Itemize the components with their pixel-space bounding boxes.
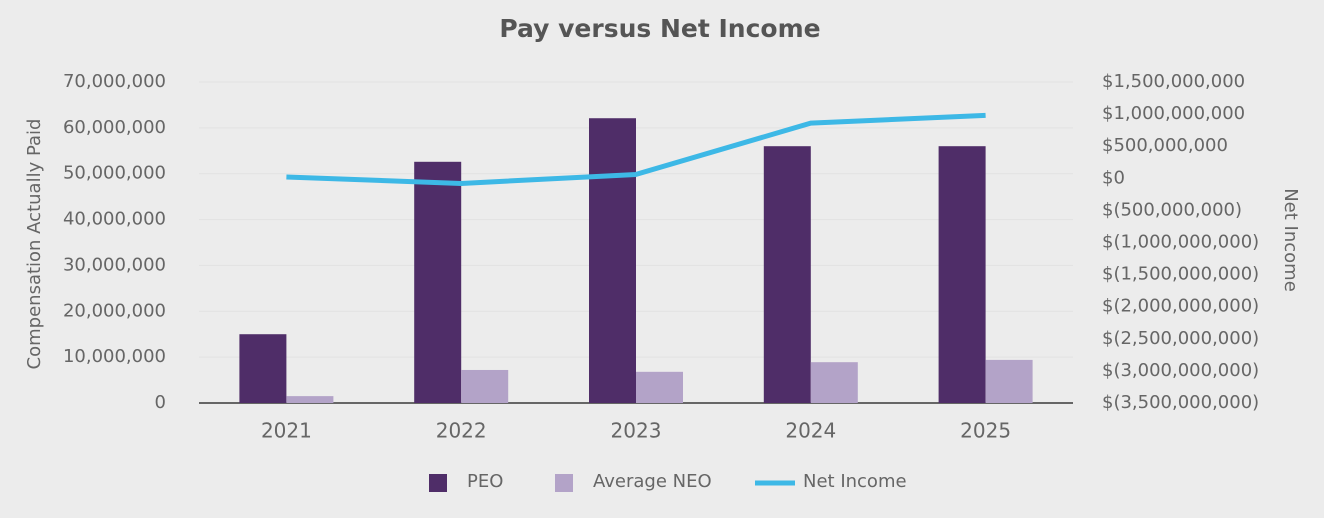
y-tick-label: 20,000,000 <box>63 300 166 321</box>
y2-tick-label: $(3,000,000,000) <box>1102 360 1259 381</box>
bar <box>810 362 858 403</box>
legend-label: Net Income <box>803 471 907 492</box>
bar <box>938 146 986 403</box>
y-axis-label: Compensation Actually Paid <box>24 119 45 370</box>
line <box>286 112 986 186</box>
bar <box>414 161 462 403</box>
y2-axis-label: Net Income <box>1280 188 1301 292</box>
y2-tick-label: $(500,000,000) <box>1102 199 1242 220</box>
y2-tick-label: $(3,500,000,000) <box>1102 392 1259 413</box>
y2-tick-label: $1,500,000,000 <box>1102 71 1245 92</box>
legend-swatch <box>555 474 573 492</box>
bar <box>763 146 811 403</box>
x-tick-label: 2024 <box>785 419 836 443</box>
y-tick-label: 0 <box>155 392 166 413</box>
bar <box>636 371 683 403</box>
bar <box>589 118 636 403</box>
y-tick-label: 60,000,000 <box>63 117 166 138</box>
x-tick-label: 2022 <box>436 419 487 443</box>
legend-label: Average NEO <box>593 471 712 492</box>
y2-tick-label: $(2,500,000,000) <box>1102 328 1259 349</box>
y2-tick-label: $(1,500,000,000) <box>1102 264 1259 285</box>
bar <box>239 334 287 403</box>
x-tick-label: 2021 <box>261 419 312 443</box>
x-tick-label: 2023 <box>611 419 662 443</box>
y-tick-label: 10,000,000 <box>63 346 166 367</box>
bar <box>985 359 1033 403</box>
legend-swatch <box>429 474 447 492</box>
y2-tick-label: $500,000,000 <box>1102 135 1228 156</box>
y2-tick-label: $(1,000,000,000) <box>1102 232 1259 253</box>
legend-label: PEO <box>467 471 503 492</box>
y-tick-label: 30,000,000 <box>63 254 166 275</box>
chart-title: Pay versus Net Income <box>499 14 820 43</box>
bar <box>286 396 334 403</box>
y-tick-label: 70,000,000 <box>63 71 166 92</box>
y-tick-label: 40,000,000 <box>63 209 166 230</box>
y-tick-label: 50,000,000 <box>63 163 166 184</box>
bar <box>461 369 509 403</box>
y2-tick-label: $1,000,000,000 <box>1102 103 1245 124</box>
x-tick-label: 2025 <box>960 419 1011 443</box>
y2-tick-label: $0 <box>1102 167 1125 188</box>
y2-tick-label: $(2,000,000,000) <box>1102 296 1259 317</box>
